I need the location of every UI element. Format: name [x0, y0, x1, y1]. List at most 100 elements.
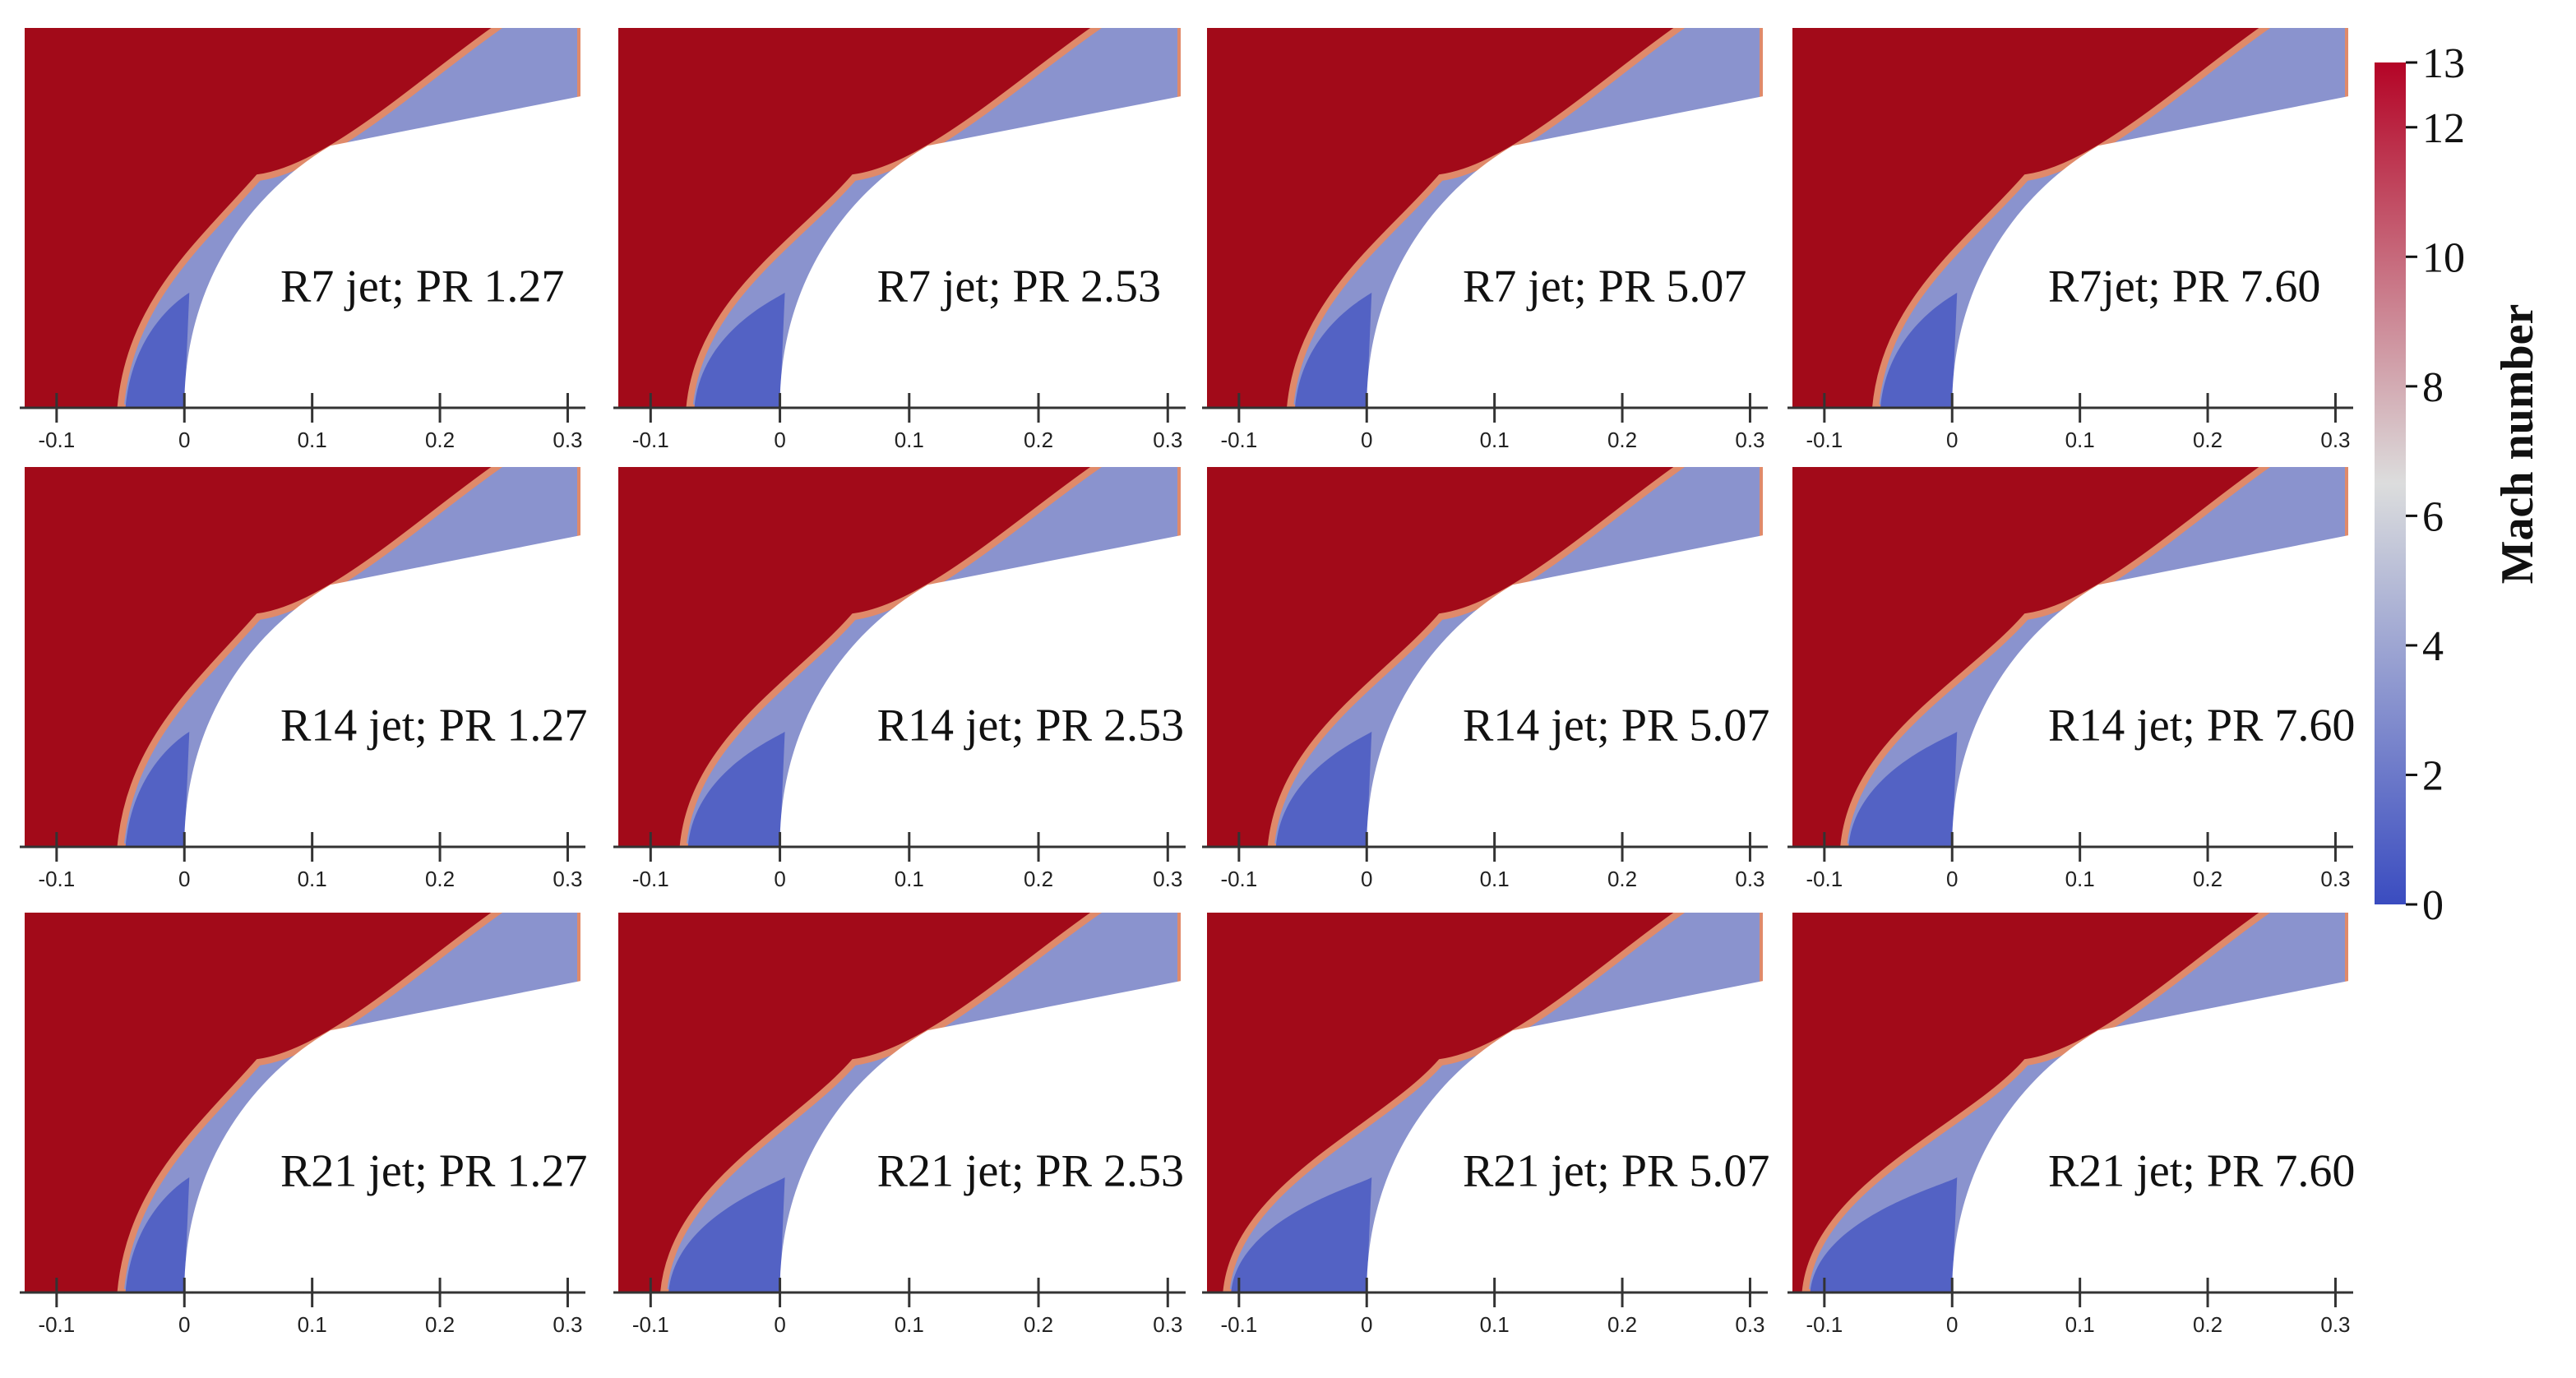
- contour-panel: R7 jet; PR 5.07 -0.1 0 0.1 0.2 0.3: [1202, 28, 1768, 452]
- x-tick-label: 0.3: [553, 428, 582, 452]
- colorbar-tick-label: 6: [2422, 493, 2444, 540]
- x-tick-label: -0.1: [38, 428, 75, 452]
- subsonic-region: [125, 293, 190, 408]
- subsonic-region: [1810, 1177, 1958, 1292]
- colorbar-tick-label: 4: [2422, 623, 2444, 670]
- x-tick-label: 0.3: [1153, 1312, 1182, 1337]
- subsonic-region: [125, 732, 190, 847]
- x-tick-label: 0.1: [895, 867, 924, 891]
- x-tick-label: -0.1: [38, 867, 75, 891]
- x-tick-label: 0.3: [1735, 428, 1764, 452]
- blunt-body: [184, 981, 580, 1292]
- panel-label: R7 jet; PR 2.53: [877, 261, 1161, 312]
- x-tick-label: -0.1: [1220, 867, 1257, 891]
- panel-label: R7 jet; PR 1.27: [280, 261, 564, 312]
- x-tick-label: 0.1: [895, 1312, 924, 1337]
- x-tick-label: -0.1: [1806, 428, 1843, 452]
- x-tick-label: 0: [1946, 1312, 1958, 1337]
- colorbar-tick-label: 0: [2422, 882, 2444, 929]
- x-tick-label: 0: [1946, 867, 1958, 891]
- x-tick-label: 0.2: [1607, 1312, 1637, 1337]
- x-tick-label: 0: [774, 1312, 785, 1337]
- x-tick-label: 0.3: [1735, 1312, 1764, 1337]
- contour-panel: R21 jet; PR 5.07 -0.1 0 0.1 0.2 0.3: [1202, 913, 1769, 1337]
- contour-panel: R14 jet; PR 1.27 -0.1 0 0.1 0.2 0.3: [20, 467, 587, 891]
- x-tick-label: 0.2: [1024, 428, 1053, 452]
- x-tick-label: 0: [1361, 428, 1372, 452]
- x-tick-label: 0.2: [1607, 867, 1637, 891]
- x-tick-label: 0.3: [2320, 428, 2350, 452]
- blunt-body: [779, 981, 1181, 1292]
- colorbar-tick-label: 2: [2422, 752, 2444, 799]
- colorbar-title: Mach number: [2492, 304, 2543, 585]
- contour-panel: R14 jet; PR 5.07 -0.1 0 0.1 0.2 0.3: [1202, 467, 1769, 891]
- x-tick-label: 0.3: [553, 1312, 582, 1337]
- x-tick-label: 0.1: [2065, 428, 2095, 452]
- x-tick-label: 0: [774, 428, 785, 452]
- x-tick-label: 0.3: [1153, 867, 1182, 891]
- x-tick-label: 0.1: [1480, 867, 1510, 891]
- colorbar-tick-label: 12: [2422, 105, 2465, 152]
- panel-label: R21 jet; PR 5.07: [1463, 1146, 1769, 1197]
- subsonic-region: [687, 732, 785, 847]
- x-tick-label: -0.1: [1220, 1312, 1257, 1337]
- x-tick-label: 0.1: [298, 867, 327, 891]
- contour-panel: R7 jet; PR 2.53 -0.1 0 0.1 0.2 0.3: [613, 28, 1186, 452]
- x-tick-label: 0.2: [1607, 428, 1637, 452]
- colorbar: 0 2 4 6 8 10 12 13 Mach number: [2375, 40, 2543, 929]
- x-tick-label: 0.3: [1153, 428, 1182, 452]
- x-tick-label: 0.1: [2065, 1312, 2095, 1337]
- blunt-body: [1367, 96, 1763, 408]
- colorbar-tick-label: 13: [2422, 40, 2465, 87]
- x-tick-label: 0: [1361, 1312, 1372, 1337]
- x-tick-label: 0: [774, 867, 785, 891]
- panel-label: R21 jet; PR 1.27: [280, 1146, 587, 1197]
- x-tick-label: 0.2: [1024, 1312, 1053, 1337]
- x-tick-label: 0.1: [1480, 428, 1510, 452]
- subsonic-region: [1880, 293, 1958, 408]
- blunt-body: [1952, 535, 2348, 847]
- contour-panel: R21 jet; PR 2.53 -0.1 0 0.1 0.2 0.3: [613, 913, 1186, 1337]
- x-tick-label: 0.1: [1480, 1312, 1510, 1337]
- x-tick-label: 0.3: [553, 867, 582, 891]
- x-tick-label: 0: [1946, 428, 1958, 452]
- x-tick-label: 0.1: [298, 428, 327, 452]
- blunt-body: [1952, 981, 2348, 1292]
- x-tick-label: 0.2: [425, 1312, 455, 1337]
- x-tick-label: 0.2: [2193, 428, 2222, 452]
- subsonic-region: [125, 1177, 190, 1292]
- contour-panel: R21 jet; PR 7.60 -0.1 0 0.1 0.2 0.3: [1787, 913, 2355, 1337]
- panel-label: R14 jet; PR 1.27: [280, 701, 587, 751]
- x-tick-label: -0.1: [632, 1312, 669, 1337]
- x-tick-label: -0.1: [632, 867, 669, 891]
- contour-panel: R14 jet; PR 2.53 -0.1 0 0.1 0.2 0.3: [613, 467, 1186, 891]
- panel-label: R21 jet; PR 7.60: [2048, 1146, 2355, 1197]
- x-tick-label: 0: [178, 1312, 190, 1337]
- colorbar-tick-label: 8: [2422, 364, 2444, 411]
- colorbar-gradient: [2375, 62, 2406, 904]
- panel-label: R14 jet; PR 7.60: [2048, 701, 2355, 751]
- blunt-body: [1367, 981, 1763, 1292]
- subsonic-region: [694, 293, 785, 408]
- contour-panels: R7 jet; PR 1.27 -0.1 0 0.1 0.2 0.3 R7 jet; PR …: [20, 28, 2355, 1337]
- x-tick-label: 0.2: [2193, 867, 2222, 891]
- subsonic-region: [1275, 732, 1372, 847]
- x-tick-label: -0.1: [1806, 867, 1843, 891]
- contour-panel: R21 jet; PR 1.27 -0.1 0 0.1 0.2 0.3: [20, 913, 587, 1337]
- panel-label: R7 jet; PR 5.07: [1463, 261, 1746, 312]
- subsonic-region: [1231, 1177, 1372, 1292]
- x-tick-label: 0.3: [2320, 867, 2350, 891]
- x-tick-label: 0: [178, 867, 190, 891]
- x-tick-label: 0.3: [2320, 1312, 2350, 1337]
- blunt-body: [1367, 535, 1763, 847]
- x-tick-label: -0.1: [1806, 1312, 1843, 1337]
- x-tick-label: -0.1: [38, 1312, 75, 1337]
- x-tick-label: 0.1: [298, 1312, 327, 1337]
- x-tick-label: 0.2: [2193, 1312, 2222, 1337]
- contour-panel: R14 jet; PR 7.60 -0.1 0 0.1 0.2 0.3: [1787, 467, 2355, 891]
- x-tick-label: 0.1: [2065, 867, 2095, 891]
- subsonic-region: [1295, 293, 1372, 408]
- contour-panel: R7 jet; PR 1.27 -0.1 0 0.1 0.2 0.3: [20, 28, 585, 452]
- x-tick-label: 0.2: [425, 428, 455, 452]
